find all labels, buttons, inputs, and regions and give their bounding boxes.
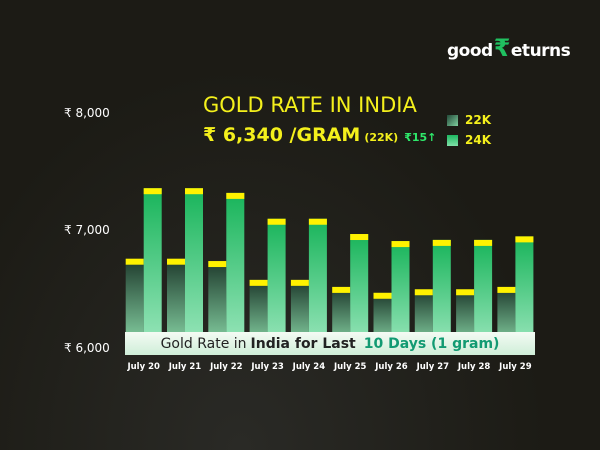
x-tick-label: July 28 (457, 362, 491, 372)
rupee-logo-icon: ₹ (493, 34, 511, 62)
bar-22k (249, 279, 268, 348)
y-tick-label: ₹ 6,000 (64, 341, 110, 355)
price-change: ₹15↑ (404, 131, 437, 144)
bar-cap (332, 286, 351, 293)
bar-24k (308, 218, 327, 348)
bar-cap (373, 292, 392, 299)
bar-cap (456, 289, 475, 296)
bar-cap (350, 234, 369, 241)
bar-cap (125, 258, 144, 265)
x-tick-label: July 27 (416, 362, 450, 372)
x-tick-label: July 22 (210, 362, 243, 372)
chart-banner: Gold Rate in India for Last 10 Days (1 gra… (125, 332, 535, 355)
bar-cap (249, 279, 268, 286)
x-tick-label: July 25 (333, 362, 367, 372)
bar-24k (226, 192, 245, 348)
chart-title: GOLD RATE IN INDIA (203, 93, 417, 117)
bar-cap (391, 241, 410, 248)
bar-24k (515, 236, 534, 348)
bar-cap (290, 279, 309, 286)
bar-cap (432, 239, 451, 246)
bar-cap (226, 192, 245, 199)
bar-22k (208, 261, 227, 348)
x-tick-label: July 20 (127, 362, 160, 372)
bar-24k (391, 241, 410, 348)
bar-cap (185, 188, 203, 195)
bar-cap (208, 261, 227, 268)
bar-cap (267, 218, 286, 225)
legend-item-22k: 22K (447, 110, 491, 130)
bar-cap (414, 289, 433, 296)
y-tick-label: ₹ 8,000 (64, 106, 110, 120)
bar-24k (185, 188, 203, 348)
bar-24k (432, 239, 451, 348)
bar-cap (167, 258, 185, 265)
x-tick-label: July 29 (499, 362, 532, 372)
bar-22k (167, 258, 185, 348)
bar-cap (308, 218, 327, 225)
legend-swatch-24k (447, 134, 458, 146)
bar-cap (515, 236, 534, 243)
bar-24k (267, 218, 286, 348)
bar-22k (125, 258, 144, 348)
bar-cap (497, 286, 516, 293)
bar-22k (290, 279, 309, 348)
x-tick-label: July 26 (375, 362, 408, 372)
legend: 22K 24K (447, 110, 491, 150)
legend-item-24k: 24K (447, 130, 491, 150)
bar-cap (143, 188, 162, 195)
brand-logo: good ₹ eturns (447, 34, 571, 62)
y-tick-label: ₹ 7,000 (64, 223, 110, 237)
price-headline: ₹ 6,340 /GRAM (22K) ₹15↑ (203, 124, 437, 146)
bar-24k (350, 234, 369, 348)
bar-cap (474, 239, 493, 246)
x-tick-label: July 23 (251, 362, 284, 372)
bar-24k (143, 188, 162, 348)
x-tick-label: July 21 (168, 362, 202, 372)
x-tick-label: July 24 (292, 362, 326, 372)
bar-24k (474, 239, 493, 348)
legend-swatch-22k (447, 114, 458, 126)
